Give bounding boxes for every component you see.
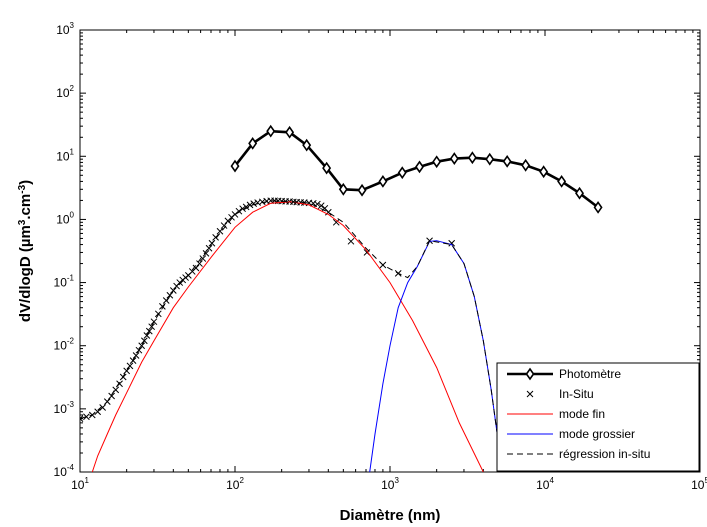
in-situ-point bbox=[332, 218, 340, 226]
x-tick-label: 105 bbox=[691, 476, 707, 492]
photometre-point bbox=[575, 186, 584, 200]
in-situ-point bbox=[216, 227, 224, 235]
x-tick-label: 102 bbox=[226, 476, 244, 492]
legend-entry: mode fin bbox=[507, 407, 605, 421]
photometre-point bbox=[266, 124, 276, 138]
legend-label: mode fin bbox=[559, 407, 605, 421]
in-situ-point bbox=[132, 352, 140, 359]
in-situ-point bbox=[99, 404, 107, 411]
in-situ-point bbox=[83, 413, 90, 421]
photometre-point bbox=[248, 137, 258, 150]
in-situ-point bbox=[324, 208, 332, 216]
y-tick-label: 100 bbox=[56, 210, 74, 226]
in-situ-point bbox=[199, 255, 207, 262]
photometre-point bbox=[593, 201, 603, 214]
series-2 bbox=[91, 201, 484, 472]
photometre-point bbox=[338, 182, 348, 196]
y-tick-label: 10-1 bbox=[54, 274, 75, 290]
legend: Photomètre In-Situ mode fin mode grossier ré… bbox=[496, 362, 700, 472]
legend-box bbox=[496, 362, 700, 472]
in-situ-point bbox=[317, 202, 325, 210]
y-tick-label: 10-4 bbox=[54, 463, 75, 479]
in-situ-point bbox=[196, 260, 203, 267]
legend-label: régression in-situ bbox=[559, 447, 650, 461]
y-tick-label: 101 bbox=[56, 147, 74, 163]
in-situ-point bbox=[239, 205, 246, 213]
photometre-point bbox=[285, 125, 295, 139]
legend-entry: mode grossier bbox=[507, 427, 635, 441]
photometre-point bbox=[302, 138, 312, 152]
y-tick-label: 10-3 bbox=[54, 400, 75, 416]
series-4 bbox=[80, 200, 499, 442]
x-tick-label: 103 bbox=[381, 476, 399, 492]
in-situ-point bbox=[138, 342, 146, 350]
in-situ-point bbox=[166, 291, 174, 299]
in-situ-point bbox=[202, 250, 210, 257]
in-situ-point bbox=[242, 203, 250, 211]
y-axis-label: dV/dlogD (µm3.cm-3) bbox=[17, 180, 35, 322]
photometre-point bbox=[230, 159, 240, 173]
in-situ-point bbox=[80, 415, 84, 422]
in-situ-point bbox=[347, 237, 355, 245]
photometre-point bbox=[449, 152, 459, 165]
in-situ-point bbox=[94, 408, 102, 416]
legend-entry: régression in-situ bbox=[507, 447, 650, 461]
tick-labels: 101 102 103 104 105 10-4 10-3 10-2 10-1 100 101 102… bbox=[54, 21, 707, 492]
photometre-point bbox=[521, 158, 531, 172]
in-situ-point bbox=[192, 264, 200, 272]
x-tick-label: 101 bbox=[71, 476, 89, 492]
y-tick-label: 10-2 bbox=[54, 337, 75, 353]
y-tick-label: 102 bbox=[56, 84, 74, 100]
photometre-point bbox=[378, 175, 388, 188]
photometre-point bbox=[539, 165, 549, 179]
photometre-point bbox=[525, 367, 535, 381]
in-situ-point bbox=[220, 222, 228, 229]
legend-label: In-Situ bbox=[559, 387, 594, 401]
in-situ-point bbox=[448, 239, 456, 247]
photometre-point bbox=[357, 183, 367, 197]
in-situ-point bbox=[123, 367, 131, 375]
in-situ-point bbox=[108, 392, 115, 400]
in-situ-point bbox=[143, 332, 151, 339]
photometre-point bbox=[502, 154, 512, 168]
axis-ticks bbox=[79, 29, 701, 473]
photometre-point bbox=[322, 161, 332, 175]
x-axis-label: Diamètre (nm) bbox=[340, 507, 441, 524]
photometre-point bbox=[432, 155, 442, 169]
legend-entry: Photomètre bbox=[507, 367, 621, 381]
photometre-point bbox=[557, 175, 567, 188]
mode-line bbox=[91, 201, 484, 472]
photometre-point bbox=[467, 151, 477, 165]
legend-label: mode grossier bbox=[559, 427, 635, 441]
in-situ-point bbox=[212, 234, 219, 241]
series-layer bbox=[80, 124, 603, 472]
in-situ-point bbox=[426, 237, 433, 245]
legend-label: Photomètre bbox=[559, 367, 621, 381]
in-situ-point bbox=[250, 200, 258, 207]
photometre-point bbox=[415, 160, 424, 174]
photometre-point bbox=[485, 152, 495, 166]
in-situ-point bbox=[526, 390, 534, 398]
legend-entry: In-Situ bbox=[526, 387, 594, 401]
regression-line bbox=[80, 200, 499, 442]
y-tick-label: 103 bbox=[56, 21, 74, 37]
series-0 bbox=[230, 124, 603, 214]
photometre-point bbox=[397, 166, 407, 180]
x-tick-label: 104 bbox=[536, 476, 554, 492]
